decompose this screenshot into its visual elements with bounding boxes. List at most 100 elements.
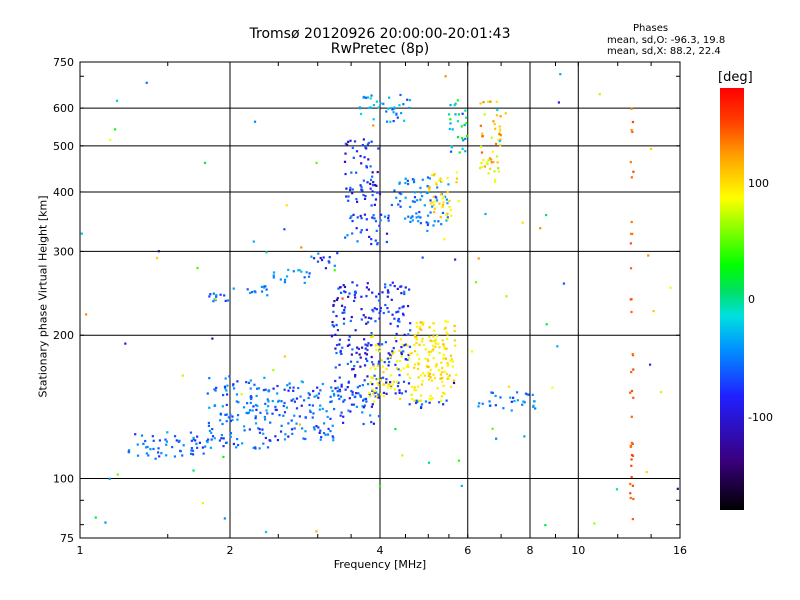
data-point [265,288,268,291]
data-point [371,376,375,380]
data-point [338,376,341,379]
data-point [371,216,374,219]
data-point [154,457,157,460]
data-point [353,140,357,143]
data-point [311,404,315,407]
data-point [397,317,400,321]
data-point [367,316,371,319]
data-point [398,374,401,377]
data-point [370,376,373,379]
data-point [254,415,257,418]
data-point [356,386,359,389]
data-point [402,344,406,347]
data-point [615,488,619,491]
data-point [371,382,374,386]
data-point [339,291,343,294]
data-point [332,310,335,313]
data-point [449,354,453,357]
data-point [385,368,388,371]
data-point [404,343,407,346]
data-point [408,106,411,110]
data-point [332,392,336,396]
data-point [629,492,632,495]
data-point [372,181,375,184]
data-point [483,165,487,168]
data-point [419,222,422,225]
data-point [429,350,433,353]
data-point [436,387,439,390]
data-point [249,387,252,390]
data-point [366,344,369,347]
data-point [632,396,635,399]
data-point [361,189,364,192]
data-point [449,208,452,212]
data-point [208,295,211,298]
data-point [308,272,311,275]
data-point [424,357,427,360]
data-point [630,107,633,110]
data-point [248,409,252,412]
data-point [449,122,452,125]
data-point [254,422,258,425]
data-point [396,287,399,291]
data-point [393,284,396,288]
data-point [229,419,232,423]
data-point [263,415,266,419]
data-point [391,108,394,111]
data-point [364,397,368,401]
data-point [262,286,266,289]
data-point [264,530,268,534]
data-point [374,220,378,223]
data-point [395,311,398,314]
data-point [249,401,252,405]
data-point [382,371,385,374]
data-point [629,242,632,245]
data-point [377,360,381,363]
data-point [419,394,423,397]
data-point [359,231,362,234]
data-point [341,311,344,314]
data-point [340,352,343,356]
data-point [413,366,416,369]
data-point [319,404,322,407]
data-point [136,443,139,446]
data-point [351,393,354,396]
data-point [390,298,393,301]
data-point [521,221,524,224]
data-point [344,388,347,391]
data-point [498,131,501,134]
data-point [395,332,398,336]
data-point [259,411,262,414]
data-point [354,395,357,398]
data-point [406,182,410,186]
data-point [399,338,402,341]
data-point [229,435,232,439]
data-point [285,204,288,207]
data-point [424,400,428,403]
data-point [191,453,195,456]
data-point [232,287,235,290]
data-point [402,350,405,353]
data-point [381,365,384,368]
data-point [369,97,372,100]
data-point [457,113,461,116]
data-point [355,200,359,203]
data-point [319,438,322,441]
data-point [474,281,478,284]
data-point [434,200,437,204]
data-point [321,382,324,386]
data-point [418,325,422,328]
data-point [400,112,403,115]
data-point [213,388,216,391]
data-point [629,391,632,394]
data-point [343,160,347,163]
data-point [378,382,381,385]
data-point [434,342,437,345]
data-point [272,368,275,372]
data-point [115,99,119,102]
data-point [374,320,377,323]
data-point [454,113,457,116]
data-point [350,171,353,174]
data-point [413,200,416,203]
data-point [262,389,265,392]
